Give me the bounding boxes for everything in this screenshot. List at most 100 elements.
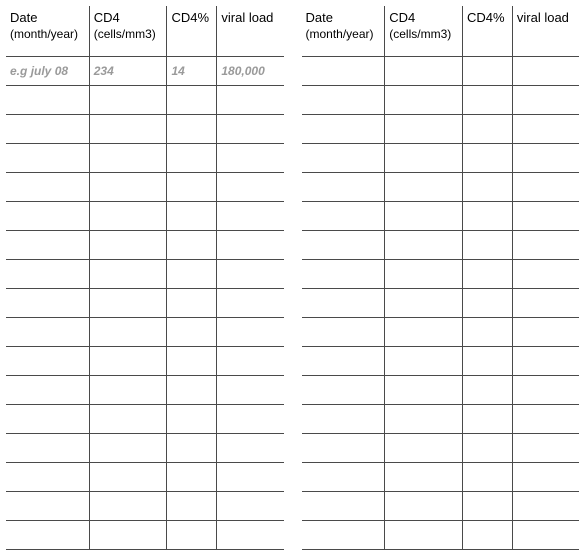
- table-row: [6, 405, 284, 434]
- table-cell: [6, 173, 89, 202]
- col-date: Date (month/year): [6, 6, 89, 57]
- col-cd4-sublabel-r: (cells/mm3): [389, 27, 451, 41]
- table-cell: [302, 144, 385, 173]
- table-cell: [89, 318, 167, 347]
- col-vl: viral load: [217, 6, 284, 57]
- col-date-sublabel: (month/year): [10, 27, 78, 41]
- table-cell: [512, 144, 579, 173]
- example-cd4: 234: [89, 57, 167, 86]
- table-cell: [217, 173, 284, 202]
- table-cell: [385, 521, 463, 550]
- table-row: [6, 318, 284, 347]
- example-vl: 180,000: [217, 57, 284, 86]
- col-vl-label-r: viral load: [517, 10, 569, 25]
- table-cell: [167, 144, 217, 173]
- table-row: [302, 347, 580, 376]
- col-cd4-label-r: CD4: [389, 10, 415, 25]
- table-cell: [6, 144, 89, 173]
- table-cell: [6, 318, 89, 347]
- table-cell: [167, 463, 217, 492]
- table-cell: [6, 86, 89, 115]
- table-cell: [302, 463, 385, 492]
- table-cell: [512, 173, 579, 202]
- table-cell: [512, 86, 579, 115]
- table-cell: [512, 260, 579, 289]
- col-cd4-label: CD4: [94, 10, 120, 25]
- right-table-wrap: Date (month/year) CD4 (cells/mm3) CD4% v…: [302, 6, 580, 546]
- table-cell: [462, 492, 512, 521]
- table-cell: [462, 405, 512, 434]
- table-cell: [6, 376, 89, 405]
- table-row: [302, 492, 580, 521]
- example-date: e.g july 08: [6, 57, 89, 86]
- table-cell: [167, 318, 217, 347]
- col-cd4-sublabel: (cells/mm3): [94, 27, 156, 41]
- table-cell: [89, 173, 167, 202]
- table-cell: [89, 144, 167, 173]
- table-cell: [89, 347, 167, 376]
- table-cell: [302, 492, 385, 521]
- table-cell: [89, 521, 167, 550]
- table-row: [6, 463, 284, 492]
- table-cell: [6, 115, 89, 144]
- example-cd4pct: 14: [167, 57, 217, 86]
- col-date-sublabel-r: (month/year): [306, 27, 374, 41]
- table-cell: [302, 318, 385, 347]
- table-cell: [217, 376, 284, 405]
- col-cd4pct-r: CD4%: [462, 6, 512, 57]
- table-cell: [6, 492, 89, 521]
- table-cell: [462, 521, 512, 550]
- table-cell: [167, 202, 217, 231]
- table-cell: [385, 173, 463, 202]
- table-cell: [6, 347, 89, 376]
- table-cell: [512, 463, 579, 492]
- table-cell: [217, 231, 284, 260]
- table-cell: [89, 434, 167, 463]
- table-cell: [302, 434, 385, 463]
- col-vl-r: viral load: [512, 6, 579, 57]
- table-row: [6, 173, 284, 202]
- table-cell: [385, 434, 463, 463]
- table-cell: [6, 260, 89, 289]
- table-cell: [385, 86, 463, 115]
- table-cell: [385, 57, 463, 86]
- table-cell: [167, 434, 217, 463]
- table-row: [302, 405, 580, 434]
- table-cell: [462, 376, 512, 405]
- table-cell: [302, 376, 385, 405]
- table-cell: [89, 231, 167, 260]
- table-cell: [302, 57, 385, 86]
- table-cell: [462, 434, 512, 463]
- table-cell: [385, 260, 463, 289]
- table-cell: [217, 115, 284, 144]
- table-cell: [385, 347, 463, 376]
- table-cell: [89, 260, 167, 289]
- table-cell: [6, 463, 89, 492]
- table-cell: [385, 289, 463, 318]
- table-cell: [167, 173, 217, 202]
- table-cell: [6, 405, 89, 434]
- table-cell: [89, 202, 167, 231]
- table-cell: [6, 202, 89, 231]
- tables-container: Date (month/year) CD4 (cells/mm3) CD4% v…: [6, 6, 579, 546]
- left-table: Date (month/year) CD4 (cells/mm3) CD4% v…: [6, 6, 284, 550]
- table-row: [6, 144, 284, 173]
- table-cell: [462, 115, 512, 144]
- table-cell: [89, 115, 167, 144]
- table-cell: [167, 115, 217, 144]
- example-date-val: july 08: [31, 64, 68, 78]
- table-cell: [302, 405, 385, 434]
- col-cd4-r: CD4 (cells/mm3): [385, 6, 463, 57]
- table-cell: [89, 405, 167, 434]
- col-date-r: Date (month/year): [302, 6, 385, 57]
- table-cell: [167, 86, 217, 115]
- table-cell: [512, 521, 579, 550]
- table-row: [6, 86, 284, 115]
- table-cell: [462, 318, 512, 347]
- table-cell: [217, 144, 284, 173]
- table-cell: [167, 405, 217, 434]
- table-cell: [6, 434, 89, 463]
- table-cell: [302, 521, 385, 550]
- table-cell: [462, 173, 512, 202]
- table-cell: [302, 202, 385, 231]
